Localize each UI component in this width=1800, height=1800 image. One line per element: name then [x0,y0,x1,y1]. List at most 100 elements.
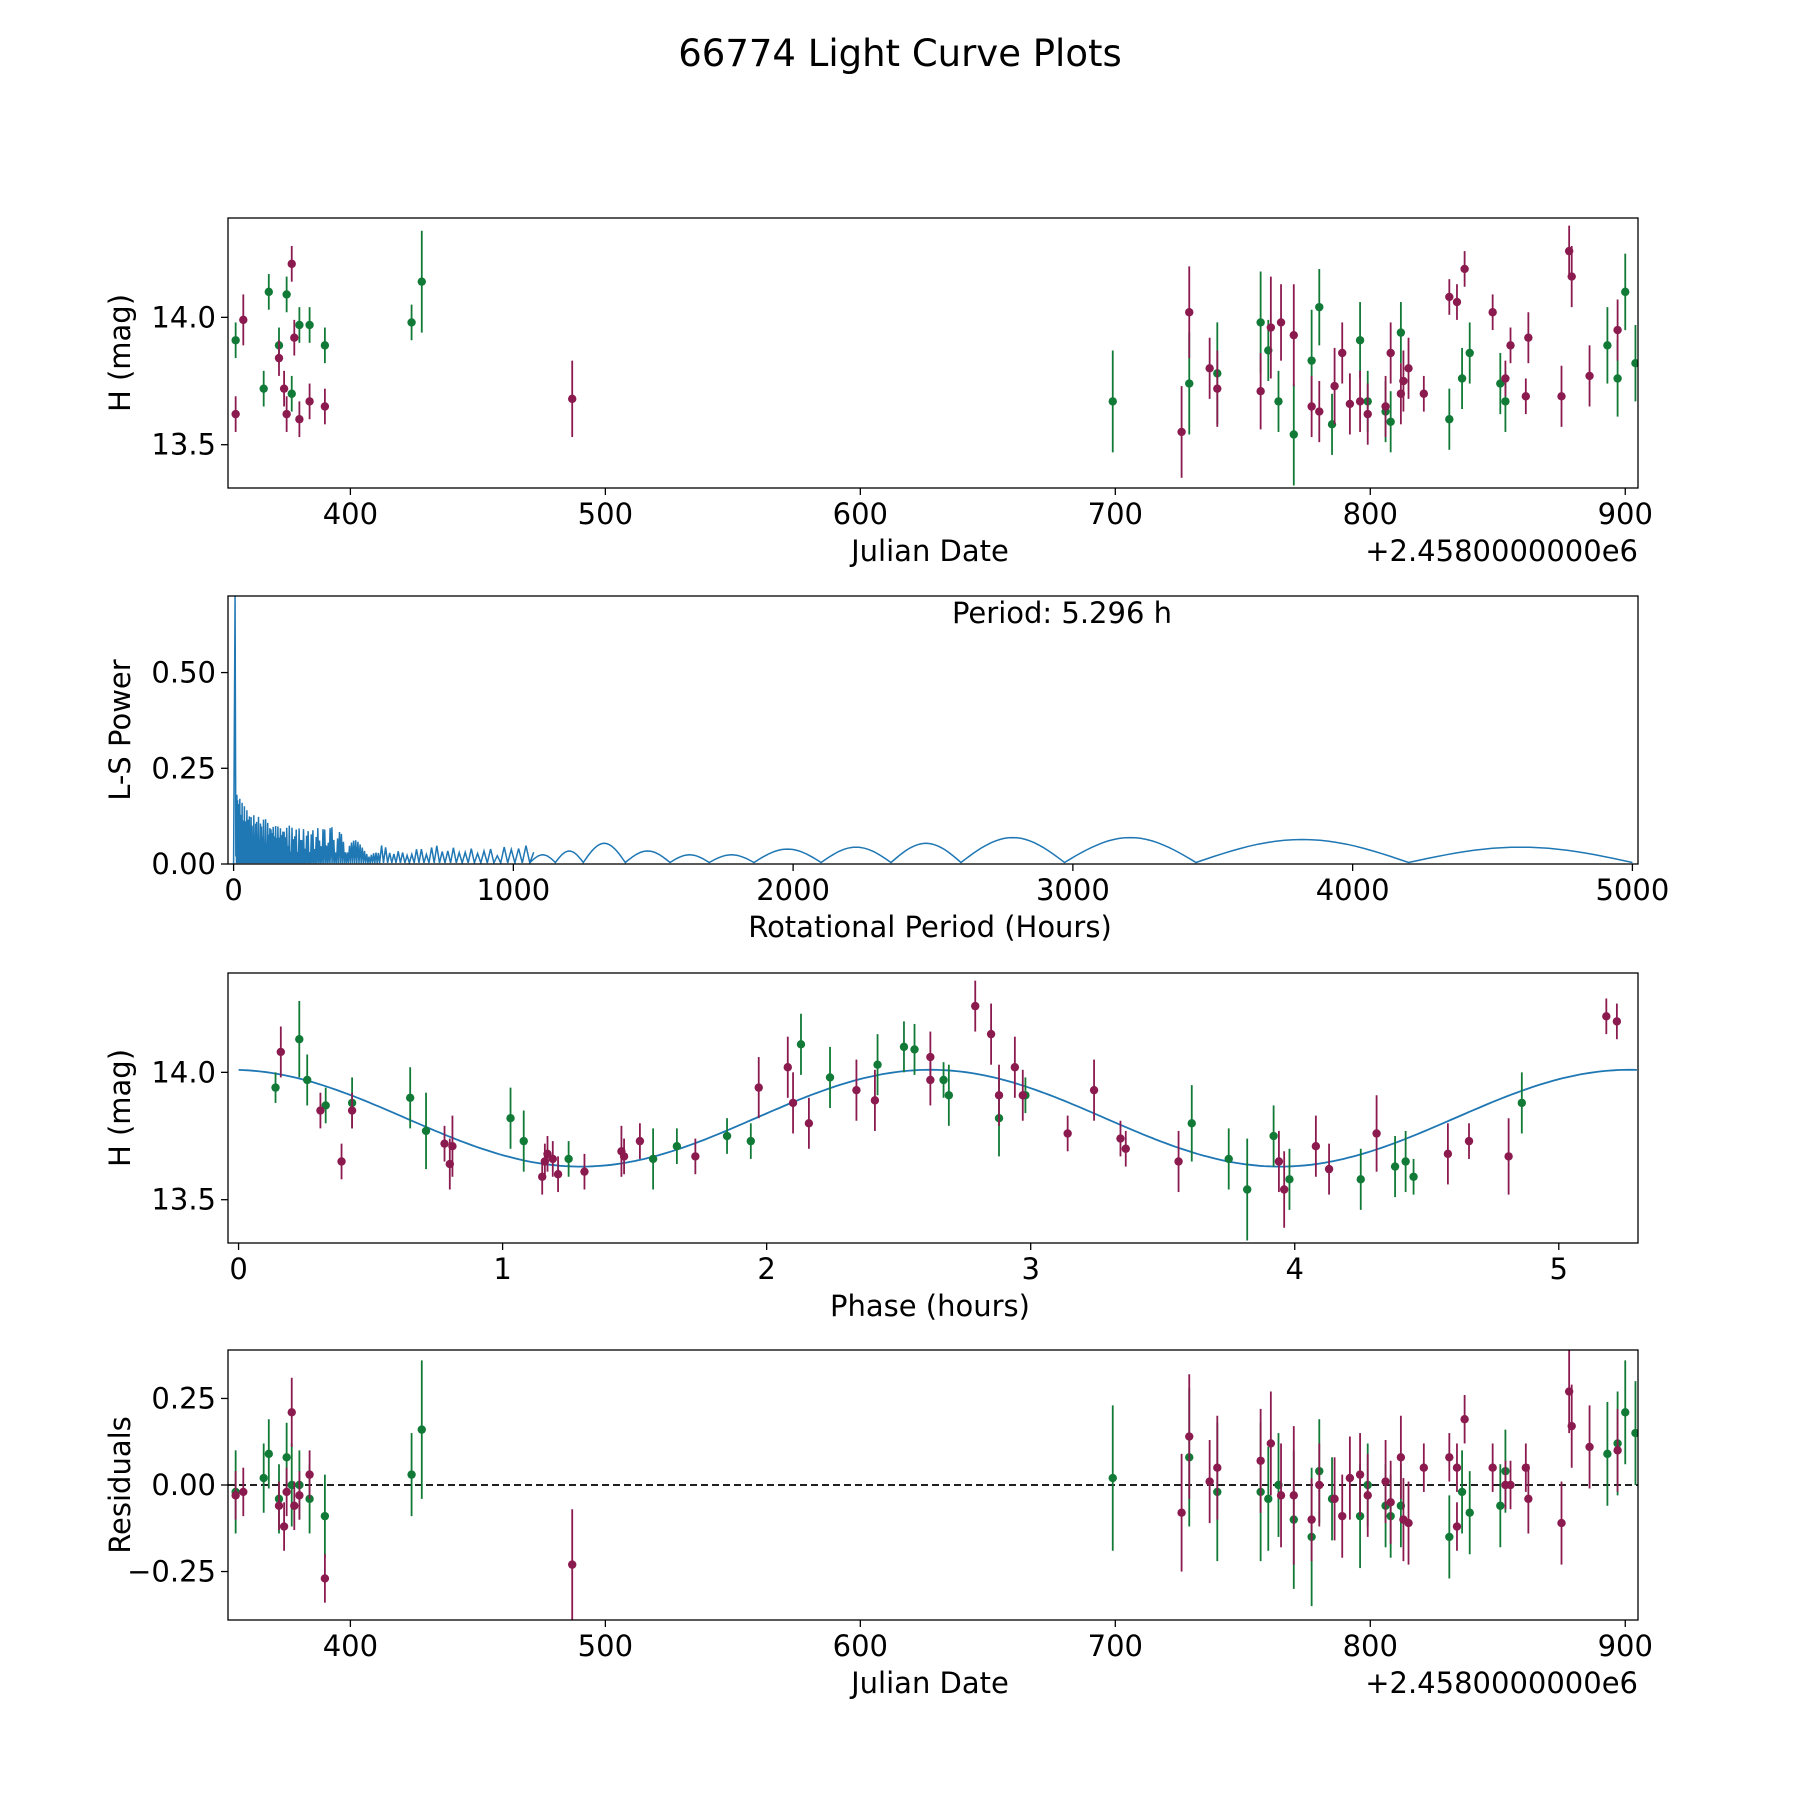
phased-magenta-point [1274,1157,1284,1166]
residuals-magenta-point [274,1501,284,1510]
periodogram-power-line [232,596,1633,864]
lightcurve-magenta-point [1355,397,1365,406]
periodogram-ylabel: L-S Power [103,659,137,800]
lightcurve-ytick-label: 14.0 [151,300,216,334]
lightcurve-magenta-point [568,394,577,404]
residuals-magenta-point [1330,1494,1339,1504]
lightcurve-green-point [1307,356,1316,365]
phased-xtick-label: 1 [493,1252,511,1286]
phased-magenta-point [316,1106,325,1115]
phased-magenta-point [276,1047,286,1057]
phased-magenta-point [1311,1142,1321,1151]
lightcurve-green-point [1315,302,1324,312]
phased-magenta-point [543,1149,552,1159]
phased-magenta-point [804,1119,814,1128]
residuals-magenta-point [1452,1463,1462,1472]
phased-ylabel: H (mag) [103,1049,137,1167]
lightcurve-magenta-point [287,259,296,269]
lightcurve-green-point [282,290,291,299]
periodogram-plot-area [232,596,1633,864]
lightcurve-magenta-point [231,409,240,419]
lightcurve-xtick-label: 400 [323,497,378,531]
phased-magenta-point [691,1152,700,1161]
residuals-xtick-label: 500 [578,1629,633,1663]
phased-green-point [1401,1157,1410,1166]
lightcurve-magenta-point [1501,374,1510,383]
residuals-magenta-point [1177,1508,1186,1517]
lightcurve-green-point [305,320,314,330]
residuals-green-point [1496,1501,1505,1510]
phased-magenta-point [926,1075,935,1085]
phased-magenta-point [580,1167,589,1176]
residuals-green-point [1445,1532,1454,1542]
periodogram-xtick-label: 0 [224,873,242,907]
residuals-magenta-point [1363,1491,1372,1500]
phased-magenta-point [754,1083,763,1092]
lightcurve-magenta-point [1399,376,1408,386]
phased-green-point [405,1093,415,1103]
phased-magenta-point [617,1147,626,1156]
residuals-green-point [259,1473,268,1483]
lightcurve-green-point [1501,397,1510,406]
lightcurve-magenta-point [1613,325,1622,335]
lightcurve-green-point [320,341,330,350]
lightcurve-xlabel: Julian Date [849,534,1009,568]
residuals-magenta-point [1276,1491,1286,1500]
residuals-magenta-point [1307,1515,1316,1524]
phased-green-point [1187,1119,1196,1128]
lightcurve-magenta-point [320,402,330,411]
phased-magenta-point [1121,1144,1130,1153]
residuals-magenta-point [1381,1477,1390,1486]
residuals-magenta-point [568,1560,577,1569]
lightcurve-magenta-point [290,333,299,342]
residuals-ytick-label: −0.25 [127,1555,216,1589]
lightcurve-magenta-point [295,415,304,424]
residuals-green-point [264,1449,273,1459]
residuals-magenta-point [1355,1470,1365,1479]
phased-green-point [939,1075,948,1085]
periodogram-period-annotation: Period: 5.296 h [952,596,1172,630]
phased-green-point [1224,1154,1233,1164]
residuals-green-point [417,1425,426,1434]
residuals-magenta-point [1460,1415,1469,1424]
lightcurve-xtick-label: 800 [1343,497,1398,531]
lightcurve-green-point [1256,318,1265,327]
lightcurve-magenta-point [1524,333,1533,342]
phased-green-point [746,1136,756,1146]
lightcurve-green-point [1396,328,1406,337]
phased-green-point [648,1154,658,1164]
lightcurve-magenta-point [1307,402,1316,411]
phased-magenta-point [852,1085,861,1095]
lightcurve-green-point [417,277,426,286]
phased-frame [227,972,1639,1244]
residuals-magenta-point [239,1487,248,1497]
periodogram-xtick-label: 5000 [1595,873,1669,907]
figure-title: 66774 Light Curve Plots [678,32,1122,75]
phased-green-point [421,1126,431,1136]
phased-green-point [1243,1185,1252,1194]
lightcurve-magenta-point [1177,427,1186,437]
lightcurve-ytick-label: 13.5 [151,428,216,462]
phased-magenta-point [1602,1012,1611,1021]
phased-green-point [519,1136,528,1146]
phased-green-point [672,1142,682,1151]
lightcurve-magenta-point [1289,330,1298,340]
phased-green-point [1517,1098,1527,1108]
phased-magenta-point [1089,1085,1099,1095]
residuals-magenta-point [1613,1446,1622,1455]
lightcurve-magenta-point [1557,392,1566,401]
phased-xtick-label: 4 [1286,1252,1304,1286]
lightcurve-green-point [1108,397,1117,406]
residuals-green-point [282,1453,291,1462]
lightcurve-magenta-point [1185,308,1194,317]
residuals-magenta-point [320,1574,330,1583]
residuals-green-point [407,1470,416,1479]
phased-green-point [1269,1131,1278,1141]
phased-plot-area [238,980,1637,1241]
phased-magenta-point [553,1170,563,1179]
lightcurve-frame [227,217,1639,489]
periodogram-ytick-label: 0.00 [151,847,216,881]
lightcurve-magenta-point [1567,272,1576,281]
phased-magenta-point [788,1098,798,1108]
